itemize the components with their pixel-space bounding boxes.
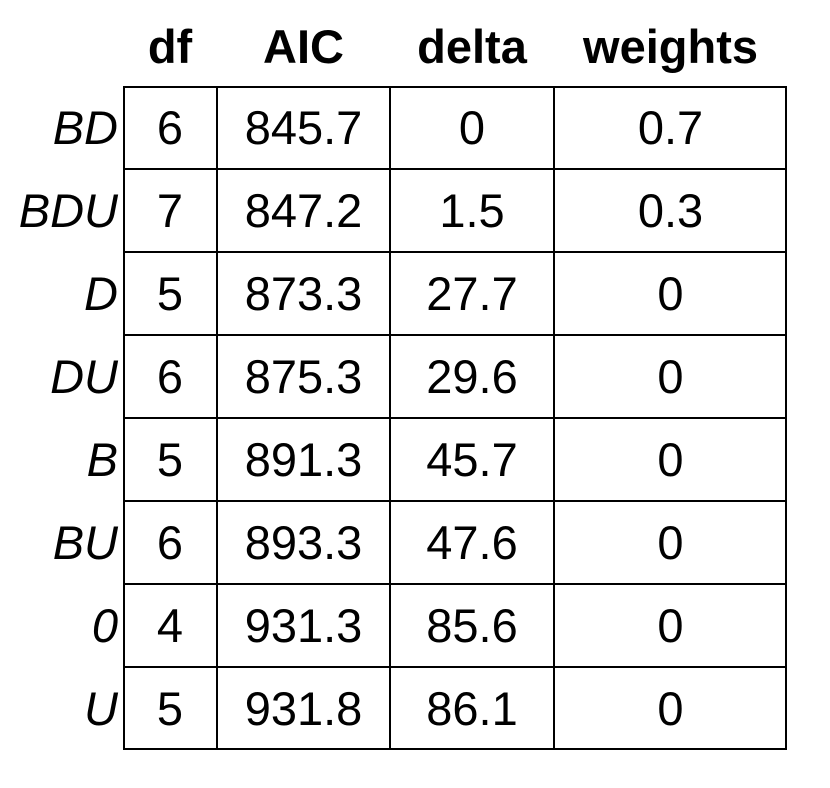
column-header-df: df [147,20,193,73]
column-header-delta: delta [417,20,527,73]
table-cell-aic: 891.3 [244,433,363,486]
table-cell-aic: 875.3 [244,350,363,403]
table-cell-aic: 845.7 [244,101,363,154]
table-cell-weights: 0 [657,516,684,569]
table-cell-df: 5 [156,433,184,486]
table-cell-delta: 0 [458,101,486,154]
table-cell-weights: 0 [657,267,684,320]
row-divider [123,417,787,419]
row-divider [123,500,787,502]
table-cell-aic: 873.3 [244,267,363,320]
table-cell-weights: 0.3 [637,184,704,237]
row-divider [123,251,787,253]
table-cell-df: 7 [156,184,184,237]
row-divider [123,168,787,170]
row-label: 0 [91,599,118,652]
table-cell-delta: 45.7 [426,433,518,486]
table-cell-delta: 29.6 [426,350,518,403]
table-cell-aic: 893.3 [244,516,363,569]
column-header-weights: weights [583,20,758,73]
row-label: DU [50,350,118,403]
table-cell-aic: 931.3 [244,599,363,652]
table-cell-df: 4 [156,599,184,652]
table-cell-df: 5 [156,267,184,320]
row-label: BD [52,101,118,154]
table-cell-aic: 847.2 [244,184,363,237]
table-cell-delta: 27.7 [426,267,518,320]
row-divider [123,583,787,585]
table-cell-df: 5 [156,682,184,735]
table-cell-delta: 47.6 [426,516,518,569]
table-cell-weights: 0 [657,350,684,403]
table-cell-weights: 0.7 [637,101,704,154]
table-cell-aic: 931.8 [244,682,363,735]
table-cell-weights: 0 [657,682,684,735]
column-header-aic: AIC [263,20,344,73]
row-divider [123,334,787,336]
table-cell-df: 6 [156,101,184,154]
table-cell-weights: 0 [657,433,684,486]
row-label: U [84,682,118,735]
table-cell-delta: 86.1 [426,682,518,735]
row-label: BU [52,516,118,569]
row-label: B [86,433,118,486]
table-cell-delta: 1.5 [439,184,505,237]
table-cell-df: 6 [156,350,184,403]
row-label: D [84,267,118,320]
row-divider [123,666,787,668]
row-label: BDU [18,184,118,237]
table-cell-weights: 0 [657,599,684,652]
table-cell-delta: 85.6 [426,599,518,652]
table-cell-df: 6 [156,516,184,569]
